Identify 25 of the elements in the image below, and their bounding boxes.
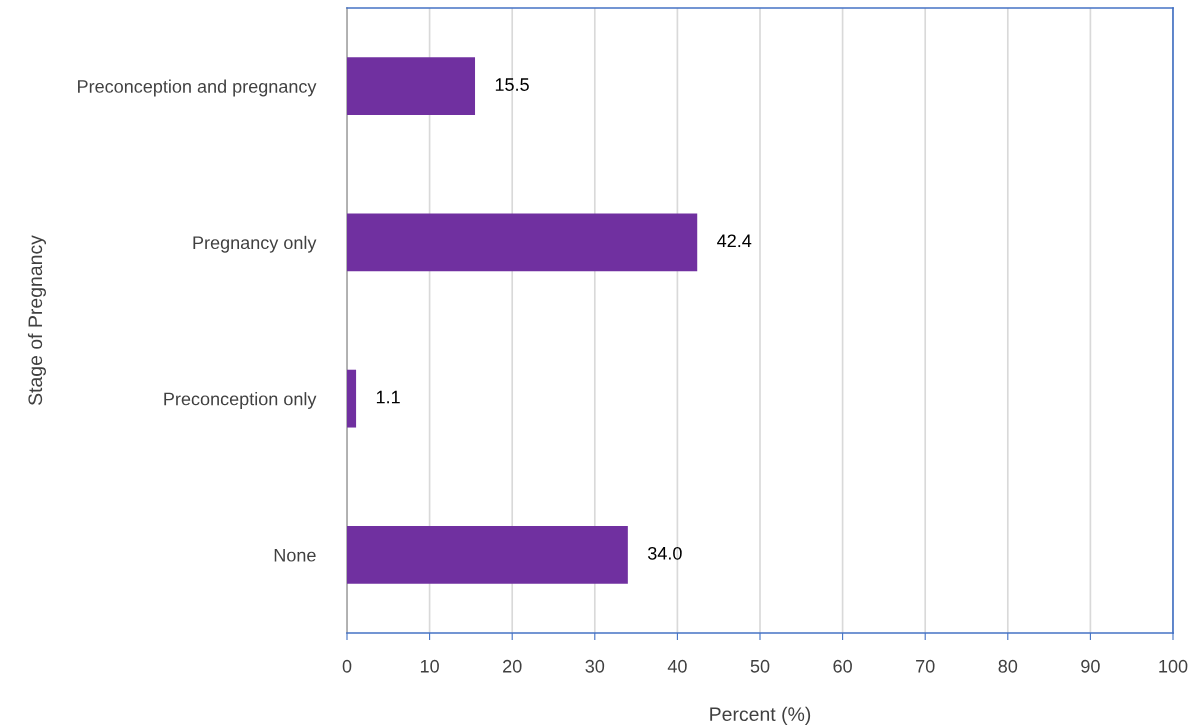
data-label: 15.5 [495, 78, 529, 91]
y-tick-label: Preconception only [164, 392, 317, 409]
x-tick-label: 50 [750, 659, 770, 673]
y-tick-label: Pregnancy only [193, 235, 317, 253]
x-tick-label: 40 [667, 659, 687, 673]
bar [347, 213, 698, 272]
x-tick-label: 60 [833, 659, 852, 673]
data-label: 1.1 [376, 390, 400, 404]
x-tick-label: 0 [342, 659, 352, 673]
y-axis-title: Stage of Pregnancy [27, 235, 46, 406]
x-tick-label: 100 [1159, 659, 1188, 673]
data-label: 42.4 [717, 234, 752, 248]
x-tick-label: 70 [916, 659, 935, 673]
y-tick-label: Preconception and pregnancy [78, 79, 317, 97]
x-axis-title: Percent (%) [710, 706, 811, 725]
bar [347, 369, 357, 428]
bar [347, 525, 628, 584]
x-tick-label: 20 [503, 659, 522, 673]
x-tick-label: 10 [420, 659, 439, 673]
x-tick-label: 90 [1081, 659, 1100, 673]
x-tick-label: 30 [585, 659, 605, 673]
x-tick-label: 80 [998, 659, 1018, 673]
y-tick-label: None [274, 549, 316, 562]
data-label: 34.0 [647, 546, 682, 560]
bar [347, 57, 476, 116]
